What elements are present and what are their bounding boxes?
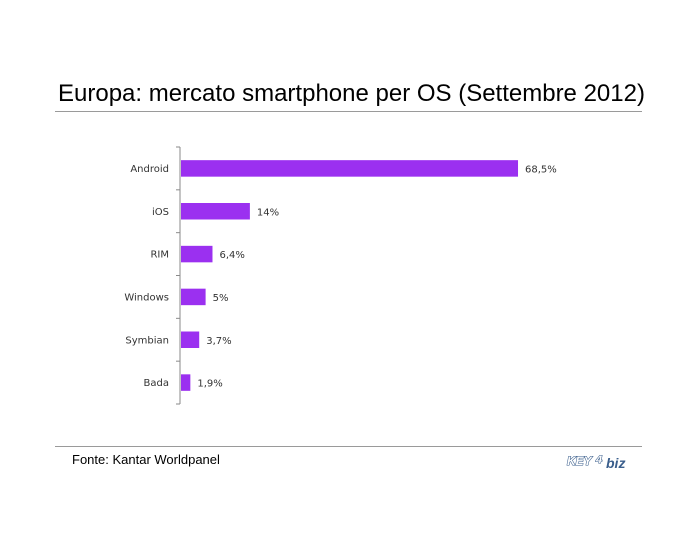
category-label: Bada [144,378,169,389]
bar-ios [181,203,250,220]
value-label: 68,5% [525,164,557,175]
value-label: 1,9% [197,379,222,390]
value-label: 5% [213,293,229,304]
source-note: Fonte: Kantar Worldpanel [72,452,220,467]
value-label: 14% [257,207,279,218]
title-divider [55,111,642,112]
key4biz-logo: KEY 4 biz [566,453,625,471]
bar-symbian [181,331,200,348]
value-labels: 68,5% 14% 6,4% 5% 3,7% 1,9% [197,164,556,389]
y-axis-ticks [176,146,180,405]
category-label: RIM [150,250,169,261]
category-label: iOS [152,207,169,218]
bar-windows [181,288,206,306]
bars [181,160,519,391]
category-label: Windows [124,292,169,303]
category-labels: Android iOS RIM Windows Symbian Bada [124,164,169,389]
bar-rim [181,245,213,263]
value-label: 3,7% [206,336,231,347]
logo-key: KEY [567,454,593,468]
category-label: Symbian [125,335,169,346]
logo-four: 4 [595,454,602,466]
value-label: 6,4% [219,250,244,261]
category-label: Android [130,164,169,175]
footer-divider [55,446,642,447]
bar-android [181,160,519,177]
logo-biz: biz [606,455,625,471]
chart-title: Europa: mercato smartphone per OS (Sette… [58,80,645,107]
bar-bada [181,374,191,391]
